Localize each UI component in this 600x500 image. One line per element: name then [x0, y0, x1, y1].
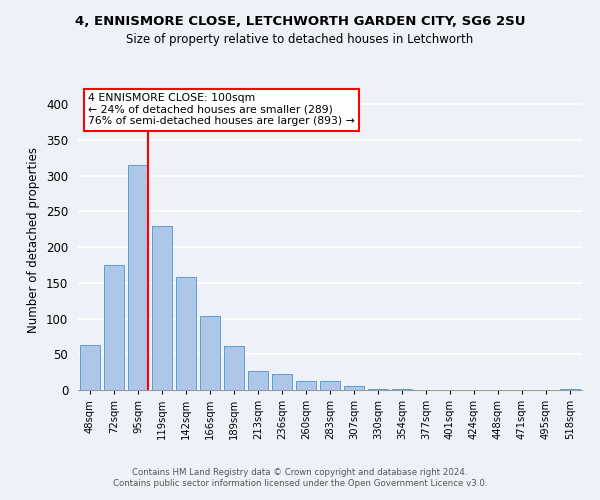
Bar	[200, 316, 220, 390]
Text: 4 ENNISMORE CLOSE: 100sqm
← 24% of detached houses are smaller (289)
76% of semi: 4 ENNISMORE CLOSE: 100sqm ← 24% of detac…	[88, 93, 355, 126]
Bar	[560, 388, 580, 390]
Bar	[224, 346, 244, 390]
Bar	[128, 165, 148, 390]
Text: 4, ENNISMORE CLOSE, LETCHWORTH GARDEN CITY, SG6 2SU: 4, ENNISMORE CLOSE, LETCHWORTH GARDEN CI…	[75, 15, 525, 28]
Text: Contains HM Land Registry data © Crown copyright and database right 2024.
Contai: Contains HM Land Registry data © Crown c…	[113, 468, 487, 487]
Bar	[80, 345, 100, 390]
Text: Size of property relative to detached houses in Letchworth: Size of property relative to detached ho…	[127, 32, 473, 46]
Bar	[248, 372, 268, 390]
Bar	[176, 277, 196, 390]
Bar	[344, 386, 364, 390]
Bar	[104, 265, 124, 390]
Bar	[296, 382, 316, 390]
Bar	[320, 382, 340, 390]
Bar	[152, 226, 172, 390]
Bar	[272, 374, 292, 390]
Y-axis label: Number of detached properties: Number of detached properties	[28, 147, 40, 333]
